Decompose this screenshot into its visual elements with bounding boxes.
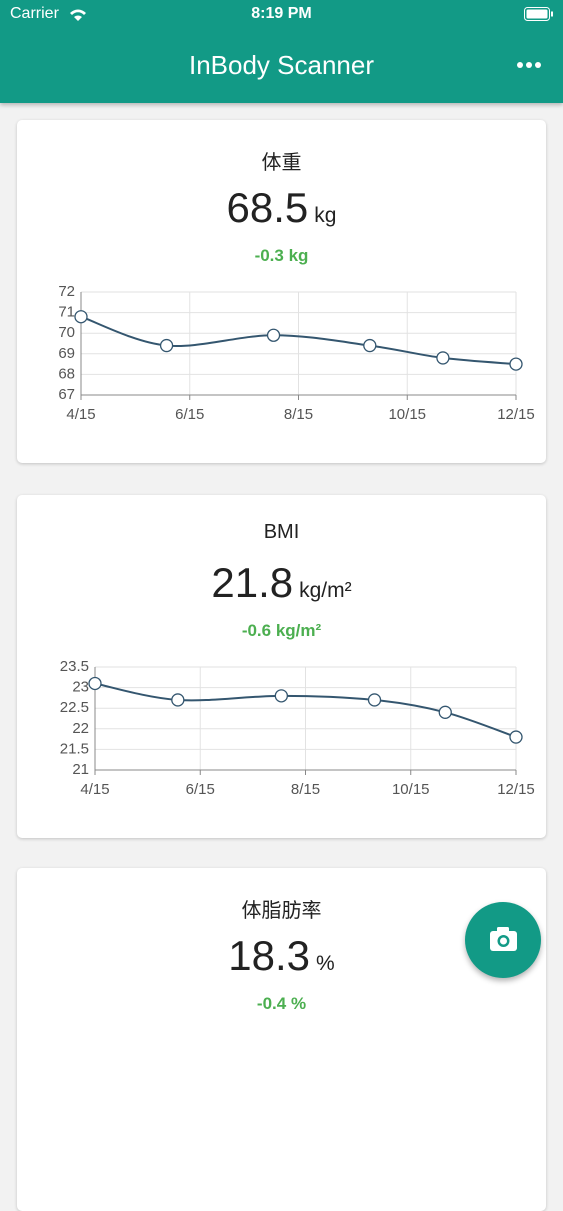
data-point xyxy=(438,705,452,719)
data-point xyxy=(171,693,185,707)
y-tick-label: 22 xyxy=(72,720,89,737)
x-tick-label: 8/15 xyxy=(291,781,320,798)
value-change: -0.6 kg/m² xyxy=(241,621,322,640)
metric-value: 18.3% xyxy=(17,932,546,980)
app-bar: Carrier 8:19 PM InBody Scanner xyxy=(0,0,563,103)
clock: 8:19 PM xyxy=(251,5,312,22)
y-tick-label: 72 xyxy=(58,283,75,300)
x-tick-label: 10/15 xyxy=(392,781,430,798)
y-tick-label: 67 xyxy=(58,386,75,403)
value-number: 68.5 xyxy=(226,184,309,231)
y-tick-label: 68 xyxy=(58,365,75,382)
data-point xyxy=(367,693,382,707)
y-tick-label: 70 xyxy=(58,324,75,341)
metric-card: 体重 68.5 kg -0.3 kg 67 68 69 70 71 72 4/15 6/15 8/15 1… xyxy=(17,120,546,463)
y-tick-label: 23.5 xyxy=(60,658,89,675)
data-point xyxy=(509,730,523,744)
y-tick-label: 69 xyxy=(58,345,75,362)
y-tick-label: 21 xyxy=(72,761,89,778)
x-tick-label: 6/15 xyxy=(186,781,215,798)
data-point xyxy=(266,328,281,342)
value-unit: kg/m² xyxy=(299,579,352,602)
x-tick-label: 10/15 xyxy=(388,406,426,423)
metric-value: 68.5 kg xyxy=(17,184,546,232)
chart: 67 68 69 70 71 72 4/15 6/15 8/15 10/15 12/15 xyxy=(58,283,535,423)
value-number: 21.8 xyxy=(211,559,294,606)
card-title: BMI xyxy=(263,521,300,543)
data-point xyxy=(274,689,288,703)
data-point xyxy=(363,338,377,353)
y-tick-label: 71 xyxy=(58,304,75,321)
value-number: 18.3 xyxy=(228,932,311,979)
card-title: 体重 xyxy=(261,152,302,174)
x-tick-label: 4/15 xyxy=(80,781,109,798)
more-button[interactable] xyxy=(516,60,544,70)
camera-icon xyxy=(490,927,517,951)
wifi-icon xyxy=(70,9,86,21)
x-tick-label: 8/15 xyxy=(284,406,313,423)
x-tick-label: 12/15 xyxy=(497,406,535,423)
y-tick-label: 23 xyxy=(72,679,89,696)
x-tick-label: 6/15 xyxy=(175,406,204,423)
data-point xyxy=(436,351,450,365)
metric-value: 21.8 kg/m² xyxy=(17,559,546,607)
card-title: 体脂肪率 xyxy=(241,900,322,922)
data-point xyxy=(159,338,174,353)
value-unit: kg xyxy=(314,204,337,227)
metric-card: BMI 21.8 kg/m² -0.6 kg/m² 21 21.5 22 22.5 23 23.5… xyxy=(17,495,546,838)
value-unit: % xyxy=(316,952,335,975)
value-change: -0.4 % xyxy=(256,994,307,1013)
chart: 21 21.5 22 22.5 23 23.5 4/15 6/15 8/15 10/15 12/15 xyxy=(60,658,535,798)
y-tick-label: 21.5 xyxy=(60,740,89,757)
camera-button[interactable] xyxy=(465,902,541,978)
battery-icon xyxy=(524,7,553,21)
data-point xyxy=(509,357,523,371)
y-tick-label: 22.5 xyxy=(60,699,89,716)
carrier: Carrier xyxy=(10,5,59,22)
x-tick-label: 4/15 xyxy=(66,406,95,423)
app-title: InBody Scanner xyxy=(188,50,374,80)
data-point xyxy=(74,310,88,324)
value-change: -0.3 kg xyxy=(254,246,309,265)
x-tick-label: 12/15 xyxy=(497,781,535,798)
data-point xyxy=(88,676,102,691)
